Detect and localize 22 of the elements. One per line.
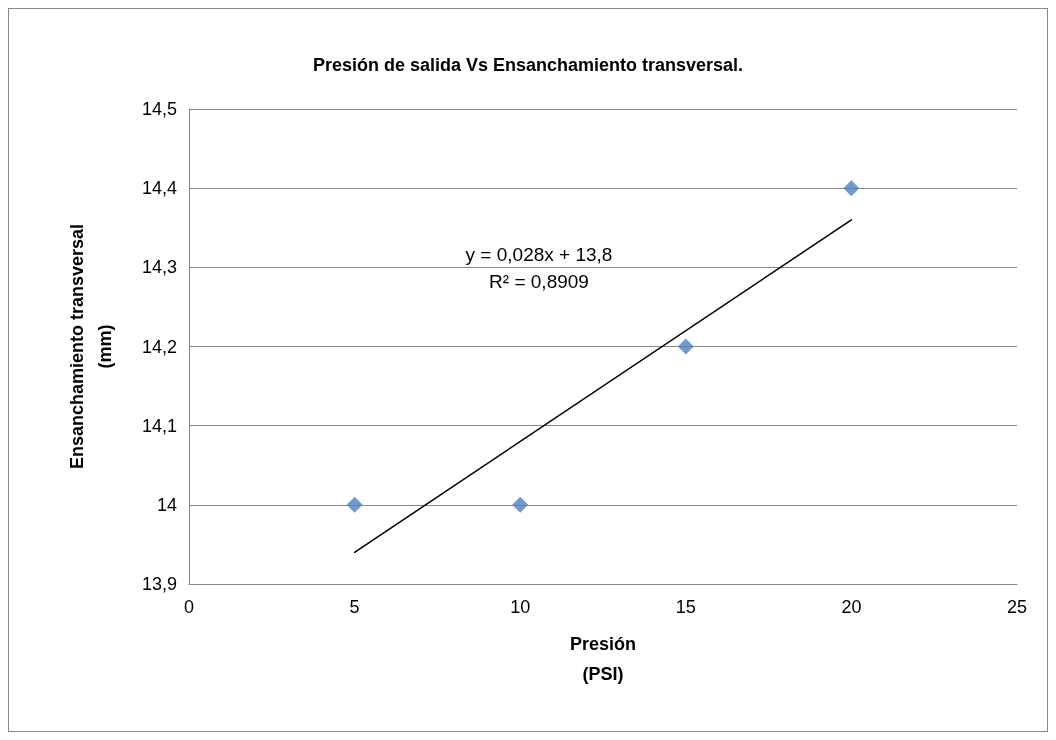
point (346, 496, 363, 513)
annotation: R² = 0,8909 (489, 271, 589, 292)
y-tick-label: 14,5 (141, 99, 177, 119)
x-tick-label: 5 (349, 597, 360, 617)
x-tick-label: 25 (1006, 597, 1028, 617)
x-tick-label: 10 (510, 597, 531, 617)
y-tick-label: 14,1 (141, 415, 177, 436)
x-tick-label: 20 (841, 597, 862, 617)
point (843, 180, 860, 197)
y-axis-title: Ensanchamiento transversal (mm) (67, 223, 115, 470)
annotation: y = 0,028x + 13,8 (465, 244, 613, 265)
point (512, 496, 529, 513)
y-tick-label: 14 (156, 494, 177, 515)
x-axis-title: Presión (PSI) (569, 634, 637, 684)
point (677, 338, 694, 355)
y-tick-label: 14,3 (141, 257, 177, 278)
y-tick-label: 13,9 (141, 574, 177, 594)
y-tick-label: 14,2 (141, 336, 177, 357)
y-tick-label: 14,4 (141, 178, 177, 199)
x-tick-label: 15 (675, 597, 696, 617)
chart-title: Presión de salida Vs Ensanchamiento transversal. (312, 55, 744, 75)
x-tick-label: 0 (183, 597, 195, 617)
